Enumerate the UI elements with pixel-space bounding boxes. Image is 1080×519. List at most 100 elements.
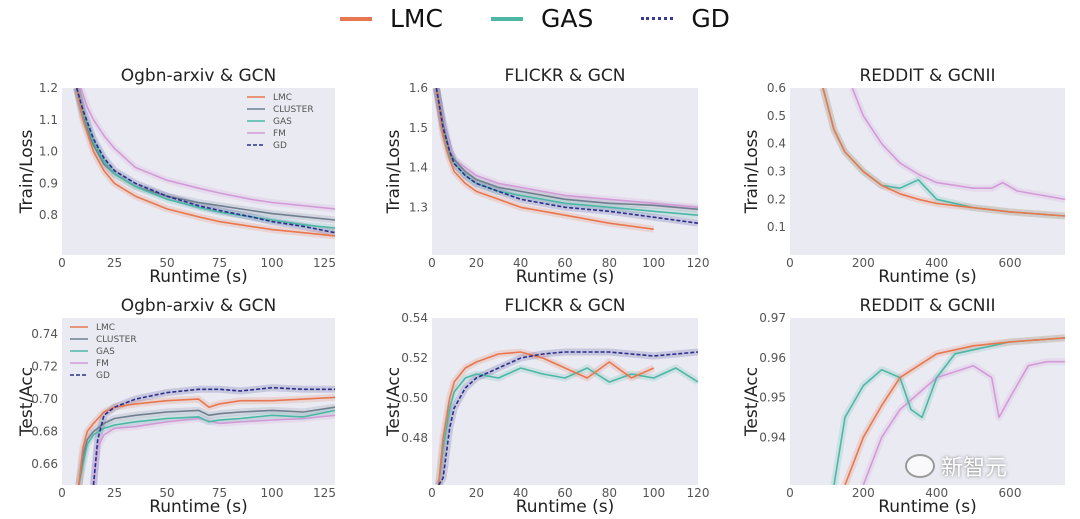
legend-label-gd: GD: [96, 371, 110, 381]
series-group: [819, 88, 1065, 220]
line-gas: [437, 367, 698, 485]
legend-label: LMC: [390, 4, 443, 33]
plot-background: [790, 88, 1065, 255]
x-tick-label: 125: [313, 256, 336, 270]
x-tick-label: 0: [428, 256, 436, 270]
legend-label: GD: [691, 4, 730, 33]
series-group: [73, 88, 335, 240]
x-tick-label: 100: [261, 486, 284, 500]
y-tick-label: 0.48: [401, 431, 428, 445]
x-tick-label: 600: [999, 256, 1022, 270]
plot-background: [62, 88, 335, 255]
line-lmc: [822, 88, 1065, 217]
line-lmc: [78, 396, 335, 485]
y-axis-label: Train/Loss: [384, 129, 404, 214]
subplot-2: FLICKR & GCN Runtime (s) Train/Loss 0 20 40 60…: [384, 66, 709, 287]
line-gd: [435, 88, 698, 224]
y-axis-label: Test/Acc: [17, 367, 37, 437]
x-tick-label: 100: [261, 256, 284, 270]
subplot-title: Ogbn-arxiv & GCN: [121, 66, 277, 86]
subplot-1: Ogbn-arxiv & GCN Runtime (s) Train/Loss 0 25…: [17, 66, 336, 287]
line-gd: [92, 386, 335, 485]
y-tick-label: 0.5: [767, 109, 786, 123]
y-tick-label: 0.1: [767, 220, 786, 234]
legend-swatch: [490, 16, 523, 21]
y-tick-label: 0.52: [401, 351, 428, 365]
x-tick-label: 400: [925, 256, 948, 270]
y-tick-label: 1.4: [409, 161, 428, 175]
legend-label-lmc: LMC: [273, 93, 292, 103]
watermark-text: 新智元: [941, 456, 1008, 481]
legend-label-lmc: LMC: [96, 323, 115, 333]
line-gas: [78, 409, 335, 485]
x-tick-label: 50: [159, 486, 174, 500]
y-axis-label: Train/Loss: [17, 129, 37, 214]
x-tick-label: 125: [313, 486, 336, 500]
line-lmc: [435, 88, 654, 230]
x-tick-label: 60: [557, 486, 572, 500]
x-tick-label: 80: [602, 256, 617, 270]
legend-item-gas: GAS: [490, 4, 594, 33]
y-tick-label: 0.97: [759, 311, 786, 325]
y-tick-label: 0.94: [759, 430, 786, 444]
x-tick-label: 0: [786, 256, 794, 270]
subplot-legend: LMC CLUSTER GAS FM GD: [247, 93, 314, 151]
y-tick-label: 0.6: [767, 81, 786, 95]
legend-item-gd: GD: [641, 4, 730, 33]
subplot-4: Ogbn-arxiv & GCN Runtime (s) Test/Acc 0 25 50…: [17, 296, 336, 517]
x-tick-label: 200: [852, 486, 875, 500]
y-tick-label: 0.4: [767, 137, 786, 151]
legend-label: GAS: [540, 4, 594, 33]
y-tick-label: 0.2: [767, 192, 786, 206]
x-tick-label: 0: [786, 486, 794, 500]
subplot-title: FLICKR & GCN: [505, 66, 626, 86]
y-tick-label: 0.9: [39, 176, 58, 190]
x-tick-label: 60: [557, 256, 572, 270]
x-tick-label: 600: [999, 486, 1022, 500]
y-tick-label: 0.50: [401, 391, 428, 405]
y-tick-label: 1.3: [409, 200, 428, 214]
line-gd: [75, 88, 335, 234]
plot-background: [432, 88, 698, 255]
y-tick-label: 0.54: [401, 311, 428, 325]
y-tick-label: 0.70: [31, 392, 58, 406]
series-group: [75, 384, 335, 485]
y-axis-label: Test/Acc: [742, 367, 762, 437]
x-axis-label: Runtime (s): [149, 497, 248, 517]
y-tick-label: 0.8: [39, 208, 58, 222]
x-tick-label: 100: [642, 486, 665, 500]
y-tick-label: 0.66: [31, 457, 58, 471]
line-gas: [75, 88, 335, 229]
subplot-title: REDDIT & GCNII: [860, 66, 996, 86]
y-tick-label: 0.68: [31, 424, 58, 438]
x-tick-label: 25: [107, 486, 122, 500]
line-gd: [437, 351, 698, 485]
x-tick-label: 50: [159, 256, 174, 270]
x-axis-label: Runtime (s): [516, 267, 615, 287]
subplot-title: REDDIT & GCNII: [860, 296, 996, 316]
legend-label-gd: GD: [273, 141, 287, 151]
x-tick-label: 120: [687, 486, 710, 500]
y-tick-label: 1.6: [409, 81, 428, 95]
line-fm: [851, 88, 1065, 201]
legend-label-cluster: CLUSTER: [273, 105, 314, 115]
line-fm: [862, 360, 1065, 485]
figure-legend: LMC GAS GD: [340, 4, 778, 33]
line-gas: [435, 88, 698, 216]
x-tick-label: 80: [602, 486, 617, 500]
x-axis-label: Runtime (s): [149, 267, 248, 287]
legend-label-gas: GAS: [273, 117, 292, 127]
y-tick-label: 0.96: [759, 351, 786, 365]
x-tick-label: 20: [469, 486, 484, 500]
y-tick-label: 1.5: [409, 121, 428, 135]
x-tick-label: 100: [642, 256, 665, 270]
wechat-logo-icon: [905, 454, 935, 478]
line-lmc: [437, 351, 655, 485]
legend-swatch: [641, 17, 674, 20]
line-fm: [80, 88, 335, 210]
subplot-title: Ogbn-arxiv & GCN: [121, 296, 277, 316]
y-tick-label: 1.2: [39, 81, 58, 95]
x-tick-label: 40: [513, 256, 528, 270]
x-tick-label: 0: [58, 486, 66, 500]
